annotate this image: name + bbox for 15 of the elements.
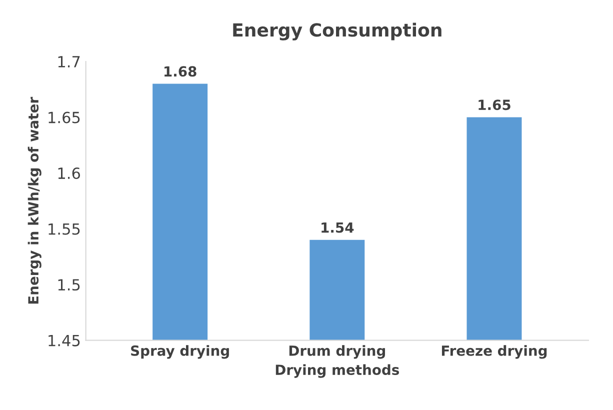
data-label: 1.65 <box>478 100 510 110</box>
y-tick-label: 1.5 <box>58 279 80 291</box>
y-axis-title: Energy in kWh/kg of water <box>28 96 42 304</box>
y-tick-label: 1.65 <box>48 112 80 124</box>
x-tick-label: Spray drying <box>131 345 229 359</box>
y-tick-label: 1.7 <box>58 56 80 68</box>
x-tick-label: Drum drying <box>289 345 385 359</box>
x-tick-label: Freeze drying <box>442 345 547 359</box>
y-tick-label: 1.55 <box>48 223 80 235</box>
x-axis-title: Drying methods <box>276 364 400 378</box>
y-tick-label: 1.45 <box>48 334 80 346</box>
y-tick-label: 1.6 <box>58 167 80 180</box>
chart-title: Energy Consumption <box>233 22 442 40</box>
data-label: 1.68 <box>164 66 196 77</box>
data-label: 1.54 <box>322 222 354 233</box>
